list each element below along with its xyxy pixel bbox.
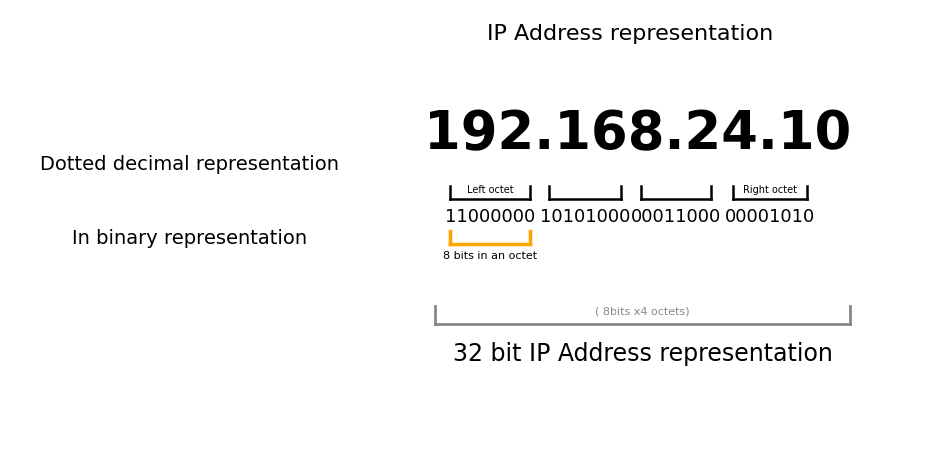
Text: Right octet: Right octet	[743, 185, 797, 195]
Text: 10101000: 10101000	[540, 208, 630, 226]
Text: 8 bits in an octet: 8 bits in an octet	[443, 251, 537, 261]
Text: IP Address representation: IP Address representation	[487, 24, 773, 44]
Text: In binary representation: In binary representation	[72, 230, 308, 248]
Text: 00001010: 00001010	[725, 208, 815, 226]
Text: 11000000: 11000000	[445, 208, 535, 226]
Text: 192.168.24.10: 192.168.24.10	[425, 108, 852, 160]
Text: Dotted decimal representation: Dotted decimal representation	[41, 154, 339, 173]
Text: Left octet: Left octet	[466, 185, 514, 195]
Text: ( 8bits x4 octets): ( 8bits x4 octets)	[595, 306, 690, 316]
Text: 00011000: 00011000	[631, 208, 721, 226]
Text: 32 bit IP Address representation: 32 bit IP Address representation	[452, 342, 832, 366]
